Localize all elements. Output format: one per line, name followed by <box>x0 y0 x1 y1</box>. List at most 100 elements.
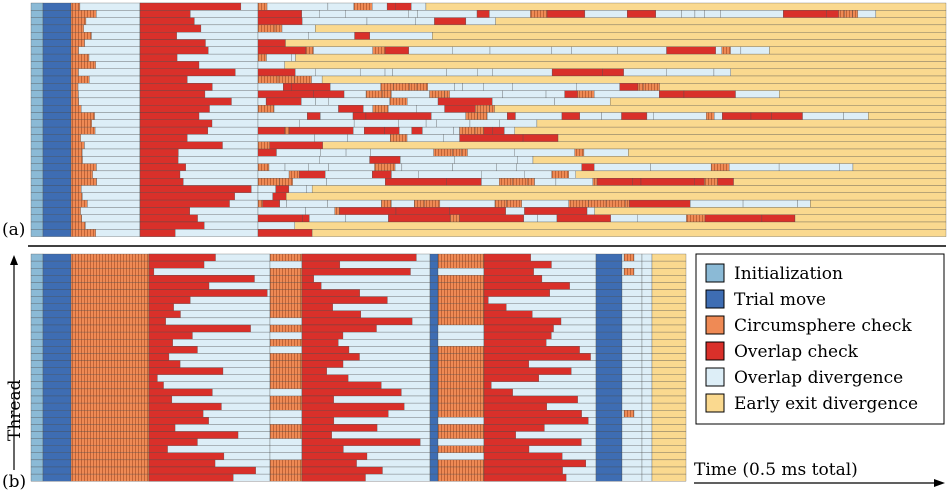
segment-overlap-divergence <box>641 303 653 311</box>
segment-overlap-check <box>301 268 411 276</box>
segment-initialization <box>30 388 44 397</box>
segment-overlap-divergence <box>453 126 460 135</box>
segment-trial-move <box>595 381 623 390</box>
segment-overlap-check <box>476 10 490 18</box>
segment-circumsphere-check <box>721 46 731 55</box>
segment-circumsphere-check <box>70 83 79 91</box>
segment-overlap-divergence <box>571 46 618 55</box>
segment-overlap-divergence <box>308 32 355 40</box>
segment-early-exit-divergence <box>810 199 947 208</box>
segment-overlap-divergence <box>694 10 705 18</box>
segment-overlap-check <box>301 360 344 368</box>
segment-overlap-divergence <box>621 331 643 340</box>
segment-early-exit-divergence <box>651 395 687 404</box>
segment-circumsphere-check <box>269 303 303 311</box>
segment-overlap-check <box>301 275 314 283</box>
segment-overlap-check <box>313 90 345 99</box>
segment-early-exit-divergence <box>425 2 947 11</box>
segment-initialization <box>30 83 44 91</box>
segment-circumsphere-check <box>499 178 513 186</box>
segment-early-exit-divergence <box>284 61 947 69</box>
segment-initialization <box>30 282 44 290</box>
segment-circumsphere-check <box>70 317 150 326</box>
segment-overlap-check <box>139 83 213 91</box>
segment-overlap-check <box>257 10 302 18</box>
segment-trial-move <box>429 381 439 390</box>
segment-overlap-divergence <box>320 148 347 157</box>
segment-initialization <box>30 61 44 69</box>
segment-overlap-divergence <box>641 339 653 347</box>
segment-circumsphere-check <box>474 126 485 135</box>
segment-circumsphere-check <box>374 163 396 172</box>
segment-circumsphere-check <box>70 346 150 354</box>
segment-circumsphere-check <box>269 324 303 333</box>
segment-early-exit-divergence <box>295 53 947 62</box>
segment-overlap-divergence <box>641 331 653 340</box>
segment-overlap-divergence <box>80 134 141 142</box>
segment-overlap-check <box>507 112 516 120</box>
segment-overlap-divergence <box>714 112 723 120</box>
segment-overlap-check <box>384 126 400 135</box>
segment-trial-move <box>595 253 623 262</box>
segment-overlap-check <box>483 452 563 461</box>
segment-overlap-divergence <box>384 68 393 77</box>
segment-overlap-divergence <box>641 275 653 283</box>
segment-overlap-check <box>717 178 734 186</box>
segment-overlap-divergence <box>621 303 643 311</box>
segment-trial-move <box>42 260 72 269</box>
segment-trial-move <box>429 360 439 368</box>
segment-overlap-divergence <box>85 17 141 26</box>
segment-overlap-check <box>148 395 173 404</box>
segment-early-exit-divergence <box>769 46 947 55</box>
segment-trial-move <box>595 459 623 468</box>
segment-trial-move <box>595 438 623 446</box>
segment-overlap-divergence <box>269 438 303 446</box>
segment-overlap-divergence <box>77 83 141 91</box>
segment-circumsphere-check <box>70 185 82 193</box>
segment-trial-move <box>595 388 623 397</box>
segment-overlap-divergence <box>515 112 563 120</box>
segment-circumsphere-check <box>284 126 290 135</box>
segment-early-exit-divergence <box>651 331 687 340</box>
segment-overlap-divergence <box>641 360 653 368</box>
segment-overlap-divergence <box>301 97 316 106</box>
segment-trial-move <box>595 466 623 475</box>
segment-overlap-divergence <box>449 90 503 99</box>
segment-trial-move <box>595 410 623 418</box>
segment-circumsphere-check <box>257 178 280 186</box>
segment-overlap-divergence <box>641 282 653 290</box>
segment-circumsphere-check <box>437 317 485 326</box>
segment-overlap-divergence <box>462 83 484 91</box>
segment-overlap-divergence <box>299 119 355 128</box>
segment-overlap-divergence <box>325 170 373 179</box>
segment-trial-move <box>595 260 623 269</box>
segment-overlap-check <box>395 2 412 11</box>
segment-trial-move <box>429 410 439 418</box>
segment-trial-move <box>42 282 72 290</box>
segment-overlap-divergence <box>715 46 723 55</box>
segment-overlap-check <box>289 126 354 135</box>
segment-overlap-check <box>148 459 216 468</box>
segment-overlap-divergence <box>621 388 643 397</box>
segment-overlap-divergence <box>78 97 141 106</box>
segment-overlap-divergence <box>584 10 628 18</box>
segment-circumsphere-check <box>70 163 97 172</box>
segment-overlap-divergence <box>295 68 316 77</box>
segment-initialization <box>30 170 44 179</box>
segment-overlap-check <box>139 156 179 164</box>
segment-overlap-divergence <box>524 170 552 179</box>
segment-circumsphere-check <box>389 97 408 106</box>
segment-overlap-check <box>148 473 234 482</box>
segment-circumsphere-check <box>459 126 476 135</box>
segment-overlap-divergence <box>269 331 303 340</box>
segment-overlap-divergence <box>641 459 653 468</box>
segment-overlap-divergence <box>308 163 329 172</box>
segment-overlap-check <box>301 388 402 397</box>
segment-early-exit-divergence <box>651 402 687 411</box>
segment-overlap-divergence <box>257 61 285 69</box>
segment-overlap-divergence <box>427 83 455 91</box>
segment-trial-move <box>595 431 623 439</box>
segment-initialization <box>30 431 44 439</box>
segment-overlap-check <box>139 178 184 186</box>
segment-trial-move <box>429 324 439 333</box>
